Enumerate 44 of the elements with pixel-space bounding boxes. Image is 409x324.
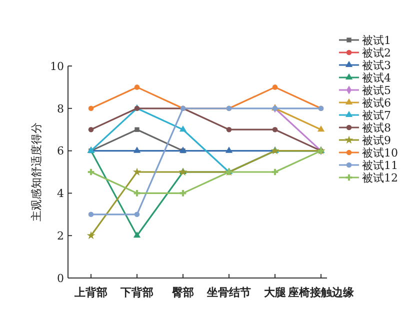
point xyxy=(272,168,278,176)
y-tick-label: 2 xyxy=(57,229,64,242)
point xyxy=(133,231,141,238)
y-tick-label: 0 xyxy=(57,272,64,285)
legend-label: 被试12 xyxy=(362,171,398,184)
y-tick-label: 10 xyxy=(50,60,64,73)
y-tick-label: 8 xyxy=(57,102,64,116)
legend-label: 被试7 xyxy=(362,108,391,122)
point xyxy=(88,126,94,132)
point xyxy=(225,146,233,153)
point xyxy=(133,146,141,153)
x-tick-label: 臀部 xyxy=(171,286,194,299)
point xyxy=(86,231,96,240)
legend-label: 被试8 xyxy=(362,121,391,134)
legend-label: 被试9 xyxy=(362,134,391,147)
point xyxy=(132,168,142,176)
y-tick-label: 4 xyxy=(57,187,64,200)
legend-label: 被试2 xyxy=(362,46,391,60)
point xyxy=(272,84,278,90)
point xyxy=(134,212,140,218)
y-axis-title: 主观感知舒适度得分 xyxy=(30,122,43,222)
point xyxy=(272,126,278,132)
legend-label: 被试11 xyxy=(362,158,398,172)
legend-label: 被试3 xyxy=(362,58,391,72)
x-tick-label: 上背部 xyxy=(74,286,108,299)
legend-label: 被试6 xyxy=(362,96,391,110)
point xyxy=(134,190,140,196)
legend-label: 被试10 xyxy=(362,146,398,160)
x-tick-label: 座椅接触边缘 xyxy=(287,286,354,299)
point xyxy=(180,190,186,196)
x-tick-label: 下背部 xyxy=(120,286,154,299)
x-tick-label: 大腿 xyxy=(264,286,287,299)
legend-label: 被试4 xyxy=(362,71,391,84)
point xyxy=(88,212,94,218)
point xyxy=(88,168,94,176)
point xyxy=(88,106,94,112)
legend-label: 被试1 xyxy=(362,34,391,47)
point xyxy=(134,84,140,90)
legend-label: 被试5 xyxy=(362,84,391,97)
x-tick-label: 坐骨结节 xyxy=(206,286,251,299)
point xyxy=(179,125,187,132)
point xyxy=(226,126,232,132)
y-tick-label: 6 xyxy=(57,144,64,158)
point xyxy=(134,127,140,132)
